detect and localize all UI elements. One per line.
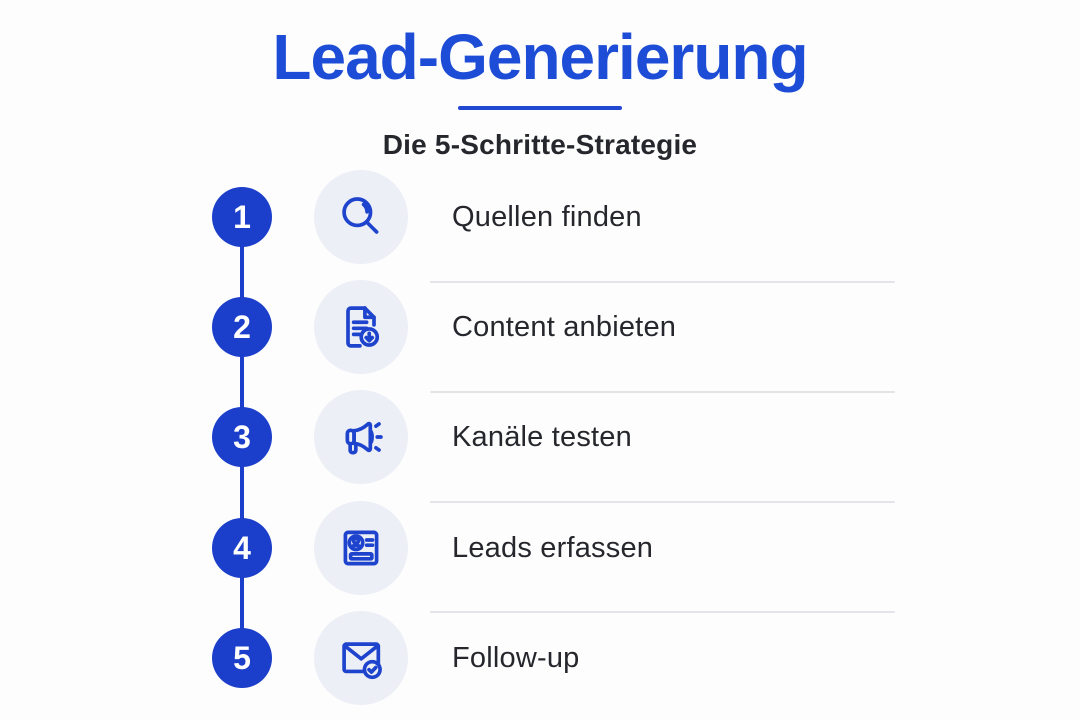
step-icon-circle bbox=[314, 390, 408, 484]
megaphone-icon bbox=[345, 421, 383, 455]
step-label: Content anbieten bbox=[452, 310, 677, 343]
step-label: Follow-up bbox=[452, 641, 580, 674]
step-row-5: 5 Follow-up bbox=[0, 611, 1080, 705]
step-number-badge: 5 bbox=[212, 628, 272, 688]
step-icon-circle bbox=[314, 280, 408, 374]
magnifier-icon bbox=[342, 197, 379, 234]
step-label: Leads erfassen bbox=[452, 531, 654, 564]
title-underline bbox=[458, 106, 622, 110]
step-row-2: 2 Content anbieten bbox=[0, 280, 1080, 374]
step-number-badge: 4 bbox=[212, 518, 272, 578]
step-label: Kanäle testen bbox=[452, 420, 632, 453]
step-icon-circle bbox=[314, 611, 408, 705]
step-row-4: 4 Leads erfassen bbox=[0, 501, 1080, 595]
step-icon-circle bbox=[314, 170, 408, 264]
step-number-badge: 2 bbox=[212, 297, 272, 357]
step-label: Quellen finden bbox=[452, 200, 642, 233]
step-row-3: 3 Kanäle testen bbox=[0, 390, 1080, 484]
row-divider bbox=[430, 611, 895, 613]
step-row-1: 1 Quellen finden bbox=[0, 170, 1080, 264]
step-number-badge: 1 bbox=[212, 187, 272, 247]
row-divider bbox=[430, 281, 895, 283]
document-download-icon bbox=[346, 306, 380, 348]
page-subtitle: Die 5-Schritte-Strategie bbox=[382, 129, 698, 160]
step-number-badge: 3 bbox=[212, 407, 272, 467]
page-title: Lead-Generierung bbox=[272, 21, 808, 93]
row-divider bbox=[430, 501, 895, 503]
row-divider bbox=[430, 391, 895, 393]
contact-card-icon bbox=[343, 530, 379, 566]
step-icon-circle bbox=[314, 501, 408, 595]
envelope-check-icon bbox=[342, 642, 382, 680]
